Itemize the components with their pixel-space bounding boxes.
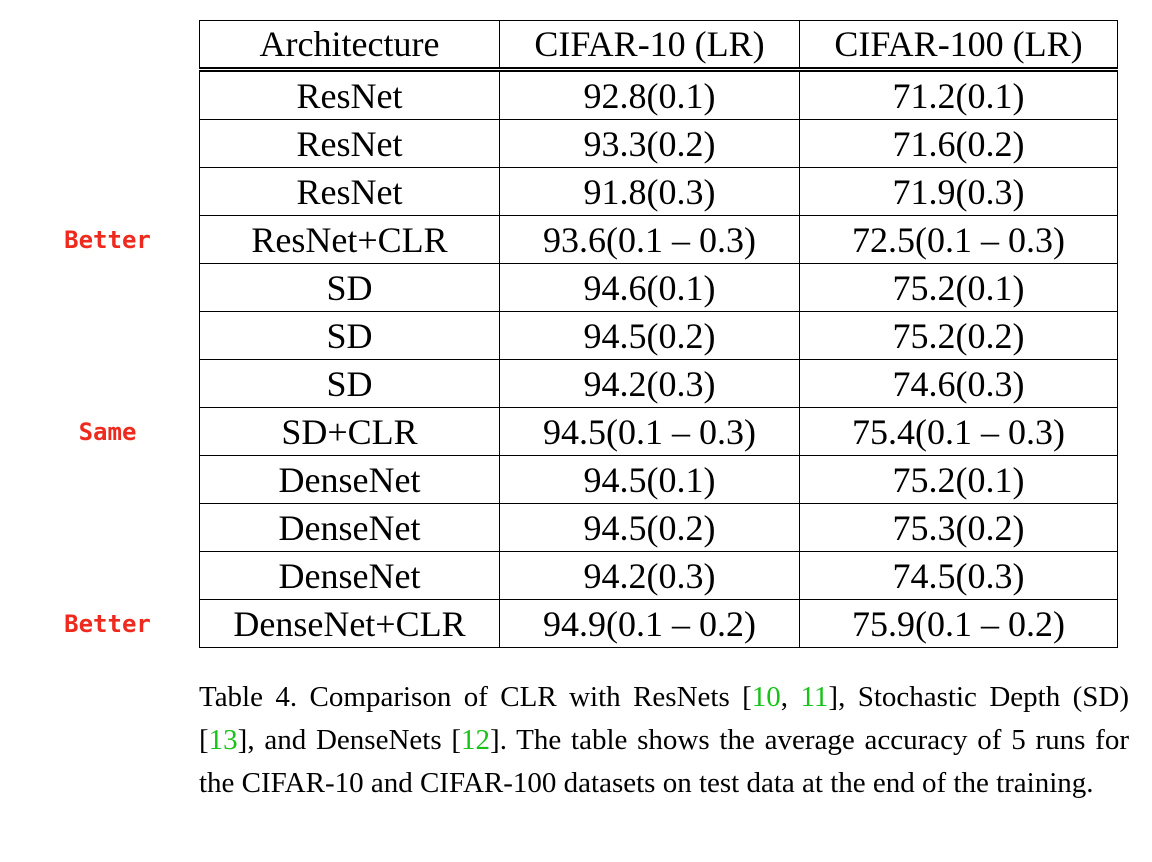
cell-cifar10: 93.3(0.2) [499,119,800,168]
cell-cifar10: 94.5(0.1 – 0.3) [499,407,800,456]
cell-architecture: DenseNet [199,455,500,504]
citation-link[interactable]: 11 [800,681,829,713]
cell-cifar100: 75.9(0.1 – 0.2) [799,599,1118,648]
table-row: SD 94.2(0.3) 74.6(0.3) [199,359,1118,408]
cell-architecture: ResNet [199,69,500,120]
citation-link[interactable]: 12 [461,724,491,756]
header-cifar100: CIFAR-100 (LR) [799,20,1118,72]
table-header: Architecture CIFAR-10 (LR) CIFAR-100 (LR… [199,20,1118,72]
cell-cifar100: 75.4(0.1 – 0.3) [799,407,1118,456]
cell-architecture: DenseNet [199,503,500,552]
cell-architecture: DenseNet [199,551,500,600]
cell-cifar10: 92.8(0.1) [499,69,800,120]
cell-cifar10: 94.5(0.2) [499,311,800,360]
caption-text: ], Stochastic Depth (SD) [ [199,681,1129,756]
cell-architecture: ResNet [199,167,500,216]
caption-text: Table 4. Comparison of CLR with ResNets … [199,681,752,713]
header-cifar10: CIFAR-10 (LR) [499,20,800,72]
cell-architecture: SD+CLR [199,407,500,456]
cell-cifar100: 71.6(0.2) [799,119,1118,168]
header-row: Architecture CIFAR-10 (LR) CIFAR-100 (LR… [199,20,1118,72]
cell-cifar10: 93.6(0.1 – 0.3) [499,215,800,264]
cell-cifar10: 94.6(0.1) [499,263,800,312]
caption-text: ], and DenseNets [ [237,724,462,756]
table-row: SD+CLR 94.5(0.1 – 0.3) 75.4(0.1 – 0.3) [199,407,1118,456]
table-body: ResNet 92.8(0.1) 71.2(0.1) ResNet 93.3(0.2) 7… [199,69,1118,648]
table-row: DenseNet+CLR 94.9(0.1 – 0.2) 75.9(0.1 – 0.… [199,599,1118,648]
table-row: ResNet+CLR 93.6(0.1 – 0.3) 72.5(0.1 – 0.3) [199,215,1118,264]
caption-text: ]. The table shows the average accuracy … [199,724,1129,799]
cell-architecture: ResNet+CLR [199,215,500,264]
cell-cifar10: 94.2(0.3) [499,359,800,408]
table-row: ResNet 93.3(0.2) 71.6(0.2) [199,119,1118,168]
cell-cifar10: 94.5(0.1) [499,455,800,504]
table-row: DenseNet 94.5(0.2) 75.3(0.2) [199,503,1118,552]
results-table: Architecture CIFAR-10 (LR) CIFAR-100 (LR… [199,20,1118,648]
caption-text: , [780,681,801,713]
row-marker-better: Better [64,609,151,638]
row-marker-same: Same [78,417,137,446]
table-row: ResNet 92.8(0.1) 71.2(0.1) [199,69,1118,120]
cell-cifar10: 94.2(0.3) [499,551,800,600]
citation-link[interactable]: 13 [208,724,238,756]
cell-cifar100: 71.2(0.1) [799,69,1118,120]
table-row: DenseNet 94.5(0.1) 75.2(0.1) [199,455,1118,504]
cell-cifar100: 71.9(0.3) [799,167,1118,216]
table-row: DenseNet 94.2(0.3) 74.5(0.3) [199,551,1118,600]
cell-cifar100: 74.6(0.3) [799,359,1118,408]
row-marker-better: Better [64,225,151,254]
table-caption: Table 4. Comparison of CLR with ResNets … [199,676,1129,805]
cell-architecture: DenseNet+CLR [199,599,500,648]
citation-link[interactable]: 10 [751,681,781,713]
cell-architecture: SD [199,263,500,312]
cell-cifar100: 75.3(0.2) [799,503,1118,552]
cell-cifar100: 75.2(0.2) [799,311,1118,360]
header-architecture: Architecture [199,20,500,72]
cell-cifar100: 75.2(0.1) [799,455,1118,504]
table-row: SD 94.5(0.2) 75.2(0.2) [199,311,1118,360]
table-row: ResNet 91.8(0.3) 71.9(0.3) [199,167,1118,216]
cell-architecture: SD [199,359,500,408]
cell-architecture: ResNet [199,119,500,168]
cell-cifar10: 94.5(0.2) [499,503,800,552]
cell-cifar100: 75.2(0.1) [799,263,1118,312]
cell-architecture: SD [199,311,500,360]
cell-cifar100: 72.5(0.1 – 0.3) [799,215,1118,264]
cell-cifar10: 91.8(0.3) [499,167,800,216]
table-row: SD 94.6(0.1) 75.2(0.1) [199,263,1118,312]
cell-cifar100: 74.5(0.3) [799,551,1118,600]
cell-cifar10: 94.9(0.1 – 0.2) [499,599,800,648]
